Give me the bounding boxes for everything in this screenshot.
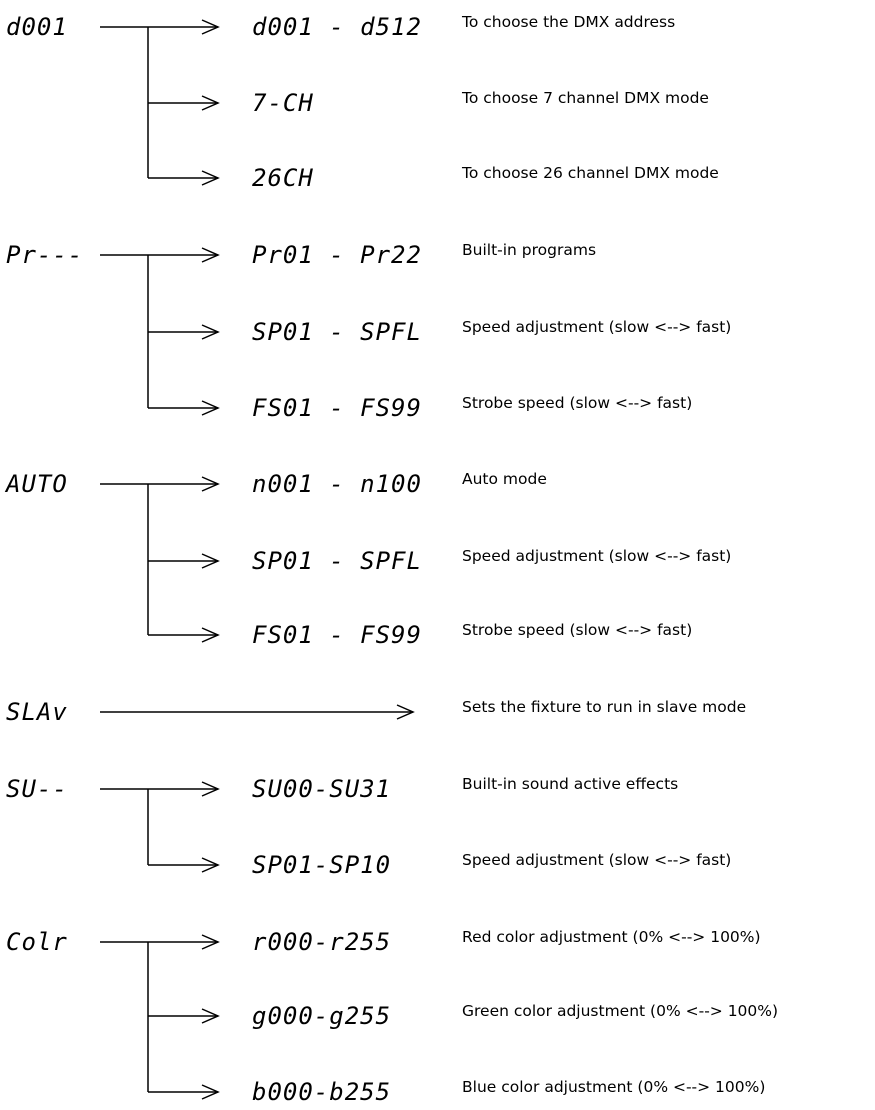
arrow-head bbox=[201, 934, 220, 950]
option-code: SP01 - SPFL bbox=[252, 318, 422, 346]
arrow-head bbox=[201, 857, 220, 873]
arrow-head bbox=[201, 170, 220, 186]
option-description: To choose 7 channel DMX mode bbox=[462, 89, 709, 107]
arrow-head bbox=[396, 704, 415, 720]
option-description: To choose 26 channel DMX mode bbox=[462, 164, 719, 182]
option-code: b000-b255 bbox=[252, 1078, 392, 1106]
option-description: Green color adjustment (0% <--> 100%) bbox=[462, 1002, 779, 1020]
arrow-head bbox=[201, 247, 220, 263]
option-description: Strobe speed (slow <--> fast) bbox=[462, 394, 693, 412]
menu-code: SLAv bbox=[6, 698, 68, 726]
arrow-head bbox=[201, 553, 220, 569]
menu-code: SU-- bbox=[6, 775, 68, 803]
menu-code: Pr--- bbox=[6, 241, 84, 269]
option-code: r000-r255 bbox=[252, 928, 392, 956]
arrow-head bbox=[201, 19, 220, 35]
option-code: SU00-SU31 bbox=[252, 775, 392, 803]
arrow-head bbox=[201, 627, 220, 643]
arrow-head bbox=[201, 781, 220, 797]
menu-code: d001 bbox=[6, 13, 68, 41]
option-description: Red color adjustment (0% <--> 100%) bbox=[462, 928, 761, 946]
option-code: Pr01 - Pr22 bbox=[252, 241, 422, 269]
option-code: FS01 - FS99 bbox=[252, 621, 422, 649]
option-code: g000-g255 bbox=[252, 1002, 392, 1030]
arrow-head bbox=[201, 400, 220, 416]
option-code: FS01 - FS99 bbox=[252, 394, 422, 422]
option-code: 26CH bbox=[252, 164, 314, 192]
option-code: 7-CH bbox=[252, 89, 314, 117]
option-description: Built-in sound active effects bbox=[462, 775, 679, 793]
option-code: d001 - d512 bbox=[252, 13, 422, 41]
menu-code: AUTO bbox=[6, 470, 68, 498]
option-code: SP01-SP10 bbox=[252, 851, 392, 879]
arrow-head bbox=[201, 476, 220, 492]
option-description: Speed adjustment (slow <--> fast) bbox=[462, 547, 732, 565]
arrow-head bbox=[201, 1008, 220, 1024]
option-code: SP01 - SPFL bbox=[252, 547, 422, 575]
option-description: To choose the DMX address bbox=[462, 13, 676, 31]
option-code: n001 - n100 bbox=[252, 470, 422, 498]
option-description: Built-in programs bbox=[462, 241, 597, 259]
arrow-head bbox=[201, 324, 220, 340]
arrow-head bbox=[201, 95, 220, 111]
option-description: Speed adjustment (slow <--> fast) bbox=[462, 851, 732, 869]
option-description: Auto mode bbox=[462, 470, 547, 488]
option-description: Speed adjustment (slow <--> fast) bbox=[462, 318, 732, 336]
menu-code: Colr bbox=[6, 928, 68, 956]
option-description: Blue color adjustment (0% <--> 100%) bbox=[462, 1078, 766, 1096]
option-description: Sets the fixture to run in slave mode bbox=[462, 698, 747, 716]
arrow-head bbox=[201, 1084, 220, 1100]
option-description: Strobe speed (slow <--> fast) bbox=[462, 621, 693, 639]
